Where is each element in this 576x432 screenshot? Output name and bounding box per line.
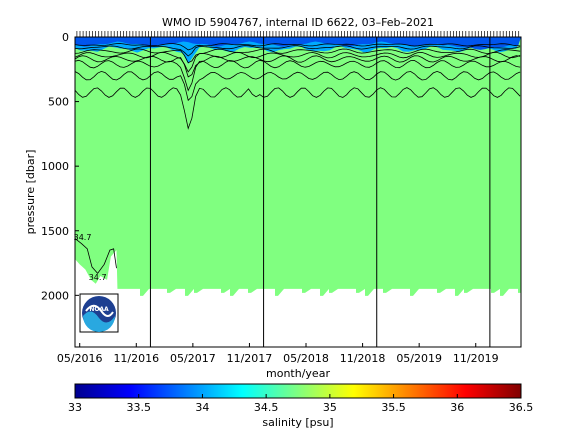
contour-line-deep bbox=[75, 238, 117, 275]
x-tick-label: 05/2017 bbox=[170, 352, 216, 365]
contour-labels: 34.7 34.7 bbox=[74, 233, 107, 282]
contour-label: 34.7 bbox=[74, 233, 92, 242]
contour-line bbox=[75, 70, 521, 102]
contour-line bbox=[75, 45, 521, 57]
colorbar-tick-label: 35.5 bbox=[381, 401, 406, 414]
colorbar-tick-label: 36.5 bbox=[509, 401, 534, 414]
y-tick-label: 1000 bbox=[41, 160, 69, 173]
x-tick-label: 11/2018 bbox=[340, 352, 386, 365]
y-tick-label: 500 bbox=[48, 96, 69, 109]
plot-area bbox=[75, 37, 521, 347]
x-tick-label: 11/2017 bbox=[227, 352, 273, 365]
colorbar-tick-label: 34 bbox=[195, 401, 209, 414]
contour-line bbox=[75, 51, 521, 73]
colorbar-tick-label: 33.5 bbox=[126, 401, 151, 414]
colorbar-tick-label: 33 bbox=[68, 401, 82, 414]
y-axis: 0 500 1000 1500 2000 bbox=[41, 31, 79, 302]
contour-line bbox=[75, 59, 521, 92]
x-tick-label: 11/2019 bbox=[453, 352, 499, 365]
contour-line bbox=[75, 55, 521, 78]
colorbar-tick-label: 35 bbox=[323, 401, 337, 414]
noaa-logo: NOAA bbox=[79, 293, 119, 333]
profile-tick-marks bbox=[76, 31, 520, 37]
contour-line bbox=[75, 48, 521, 64]
colorbar-gradient bbox=[74, 383, 522, 399]
contour-line bbox=[75, 87, 521, 130]
colorbar-tick-label: 34.5 bbox=[254, 401, 279, 414]
colorbar-label: salinity [psu] bbox=[262, 416, 333, 429]
surface-water-layer bbox=[75, 37, 521, 50]
x-axis-label: month/year bbox=[266, 367, 330, 380]
salinity-field bbox=[75, 37, 521, 296]
contour-label: 34.7 bbox=[89, 273, 107, 282]
salinity-contours bbox=[75, 43, 521, 275]
chart-title: WMO ID 5904767, internal ID 6622, 03–Feb… bbox=[162, 16, 434, 29]
x-axis: 05/2016 11/2016 05/2017 11/2017 05/2018 11/20… bbox=[57, 343, 499, 365]
y-tick-label: 0 bbox=[62, 31, 69, 44]
x-tick-label: 11/2016 bbox=[113, 352, 159, 365]
deep-water-region bbox=[75, 37, 521, 296]
year-boundary-lines bbox=[149, 37, 491, 347]
colorbar-ticks: 33 33.5 34 34.5 35 35.5 36 36.5 bbox=[68, 394, 533, 414]
noaa-logo-text: NOAA bbox=[89, 306, 109, 313]
colorbar: 33 33.5 34 34.5 35 35.5 36 36.5 salinity [psu] bbox=[68, 383, 533, 429]
x-tick-label: 05/2016 bbox=[57, 352, 103, 365]
y-axis-label: pressure [dbar] bbox=[24, 150, 37, 235]
colorbar-tick-label: 36 bbox=[450, 401, 464, 414]
y-tick-label: 1500 bbox=[41, 225, 69, 238]
y-tick-label: 2000 bbox=[41, 289, 69, 302]
contour-line bbox=[75, 43, 521, 51]
x-tick-label: 05/2018 bbox=[283, 352, 329, 365]
x-tick-label: 05/2019 bbox=[396, 352, 442, 365]
